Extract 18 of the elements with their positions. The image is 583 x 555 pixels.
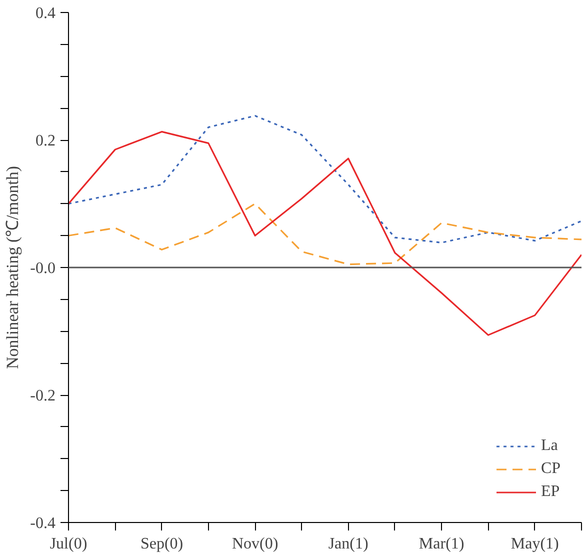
y-tick-label: -0.4 — [30, 515, 56, 532]
x-tick-label: Sep(0) — [140, 536, 184, 552]
line-series — [68, 114, 582, 244]
y-axis-title: Nonlinear heating (℃/month) — [3, 166, 22, 369]
x-tick-label: May(1) — [510, 536, 559, 552]
y-tick-label: 0.2 — [36, 132, 56, 150]
legend-label: CP — [541, 460, 561, 478]
legend-label: EP — [541, 483, 561, 501]
x-tick-label: Jul(0) — [50, 536, 88, 552]
legend-label: La — [541, 437, 559, 455]
y-tick-label: -0.0 — [30, 260, 56, 277]
line-series — [68, 130, 582, 336]
x-tick-label: Jan(1) — [328, 536, 368, 552]
y-tick-label: 0.4 — [36, 5, 56, 22]
line-series — [68, 202, 582, 266]
x-tick-label: Nov(0) — [232, 536, 278, 552]
x-tick-label: Mar(1) — [418, 536, 464, 552]
y-tick-label: -0.2 — [30, 388, 56, 404]
